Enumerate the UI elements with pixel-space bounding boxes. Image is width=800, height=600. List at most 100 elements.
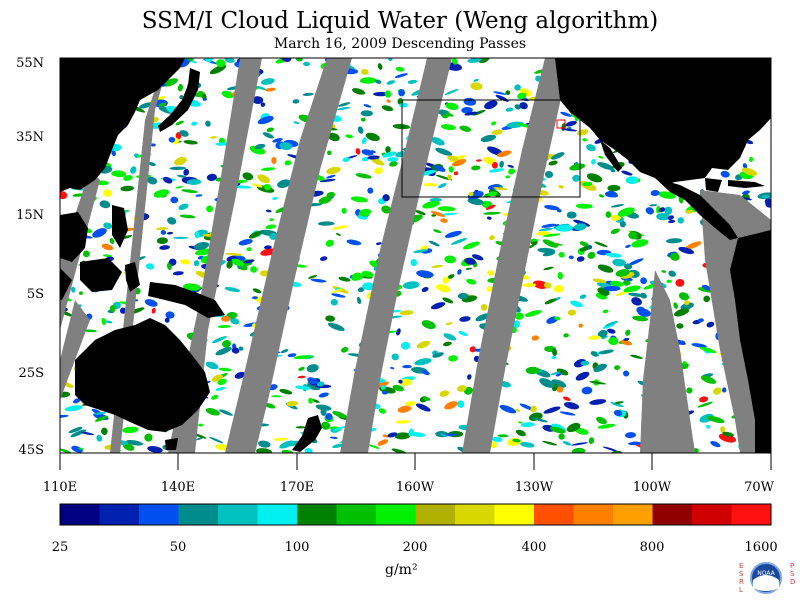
cloud-patch xyxy=(475,313,491,322)
cloud-patch xyxy=(125,439,144,446)
cloud-patch xyxy=(179,259,191,265)
cloud-patch xyxy=(381,105,394,112)
cloud-patch xyxy=(674,308,690,317)
cloud-patch xyxy=(319,256,328,261)
cloud-patch xyxy=(493,91,507,95)
cloud-patch xyxy=(451,238,467,245)
cloud-patch xyxy=(175,186,183,189)
cloud-patch xyxy=(525,366,540,375)
cloud-patch xyxy=(381,205,392,214)
cloud-patch xyxy=(395,66,405,72)
cloud-patch xyxy=(539,227,553,232)
lat-label: 15N xyxy=(16,208,44,223)
cloud-patch xyxy=(164,317,170,323)
cloud-patch xyxy=(440,218,448,223)
cloud-patch xyxy=(287,353,297,358)
cloud-patch xyxy=(505,175,511,179)
cloud-patch xyxy=(407,79,418,84)
cloud-patch xyxy=(499,160,504,168)
cloud-patch xyxy=(721,387,727,393)
cloud-patch xyxy=(221,90,234,99)
colorbar-swatch xyxy=(218,504,258,525)
cloud-patch xyxy=(565,120,577,127)
cloud-patch xyxy=(382,391,388,395)
cloud-patch xyxy=(415,210,426,216)
cloud-patch xyxy=(622,280,631,286)
cloud-patch xyxy=(649,204,658,207)
cloud-patch xyxy=(167,263,172,270)
cloud-patch xyxy=(433,229,442,234)
cloud-patch xyxy=(722,431,734,437)
cloud-patch xyxy=(556,386,564,393)
cloud-patch xyxy=(363,104,372,108)
cloud-patch xyxy=(272,196,278,201)
cloud-patch xyxy=(224,287,241,292)
cloud-patch xyxy=(374,79,382,84)
cloud-patch xyxy=(204,58,213,63)
cloud-patch xyxy=(678,246,695,255)
cloud-patch xyxy=(680,302,694,310)
cloud-patch xyxy=(423,182,437,187)
cloud-patch xyxy=(430,211,446,217)
lat-label: 5S xyxy=(26,287,44,302)
cloud-patch xyxy=(567,309,576,316)
cloud-patch xyxy=(554,316,561,321)
cloud-patch xyxy=(272,138,283,143)
cloud-patch xyxy=(742,163,748,169)
cloud-patch xyxy=(292,99,300,104)
cloud-patch xyxy=(183,168,190,176)
gap-swath xyxy=(640,270,695,453)
cloud-patch xyxy=(491,121,497,126)
cloud-patch xyxy=(361,271,374,278)
cloud-patch xyxy=(78,447,84,450)
cloud-patch xyxy=(279,388,293,395)
cloud-patch xyxy=(551,379,567,388)
cloud-patch xyxy=(559,411,576,416)
cloud-patch xyxy=(355,148,361,155)
cloud-patch xyxy=(586,144,596,152)
cloud-patch xyxy=(488,168,505,173)
cloud-patch xyxy=(570,300,583,308)
cloud-patch xyxy=(271,157,277,164)
lon-label: 140E xyxy=(160,480,196,495)
cloud-patch xyxy=(261,167,276,171)
cloud-patch xyxy=(558,433,565,440)
cloud-patch xyxy=(547,243,563,246)
map-title: SSM/I Cloud Liquid Water (Weng algorithm… xyxy=(141,8,659,34)
cloud-patch xyxy=(331,225,349,230)
cloud-patch xyxy=(256,448,273,453)
cloud-patch xyxy=(68,426,83,434)
cloud-patch xyxy=(191,60,197,64)
cloud-patch xyxy=(699,396,709,403)
cloud-patch xyxy=(183,283,201,291)
cloud-patch xyxy=(610,214,621,221)
cloud-patch xyxy=(557,209,562,213)
cloud-patch xyxy=(395,420,411,424)
cloud-patch xyxy=(507,164,515,168)
cloud-patch xyxy=(243,259,255,264)
colorbar-swatch xyxy=(376,504,416,525)
cloud-patch xyxy=(497,434,509,438)
cloud-patch xyxy=(327,132,340,142)
cloud-patch xyxy=(508,168,516,175)
cloud-patch xyxy=(483,211,501,215)
cloud-patch xyxy=(625,329,631,336)
cloud-patch xyxy=(575,427,589,435)
cloud-patch xyxy=(179,130,189,137)
cloud-patch xyxy=(345,134,353,139)
cloud-patch xyxy=(83,329,97,333)
cloud-patch xyxy=(491,162,498,169)
cloud-patch xyxy=(365,132,380,142)
cloud-patch xyxy=(96,434,103,442)
cloud-patch xyxy=(295,426,306,429)
cloud-patch xyxy=(266,127,275,133)
cloud-patch xyxy=(342,157,351,163)
cloud-patch xyxy=(610,228,620,234)
cloud-patch xyxy=(151,307,156,314)
cloud-patch xyxy=(706,321,715,328)
cloud-patch xyxy=(447,174,452,180)
land-sumatra xyxy=(60,268,72,300)
map-area xyxy=(60,58,771,453)
cloud-patch xyxy=(265,224,277,230)
cloud-patch xyxy=(320,408,327,416)
